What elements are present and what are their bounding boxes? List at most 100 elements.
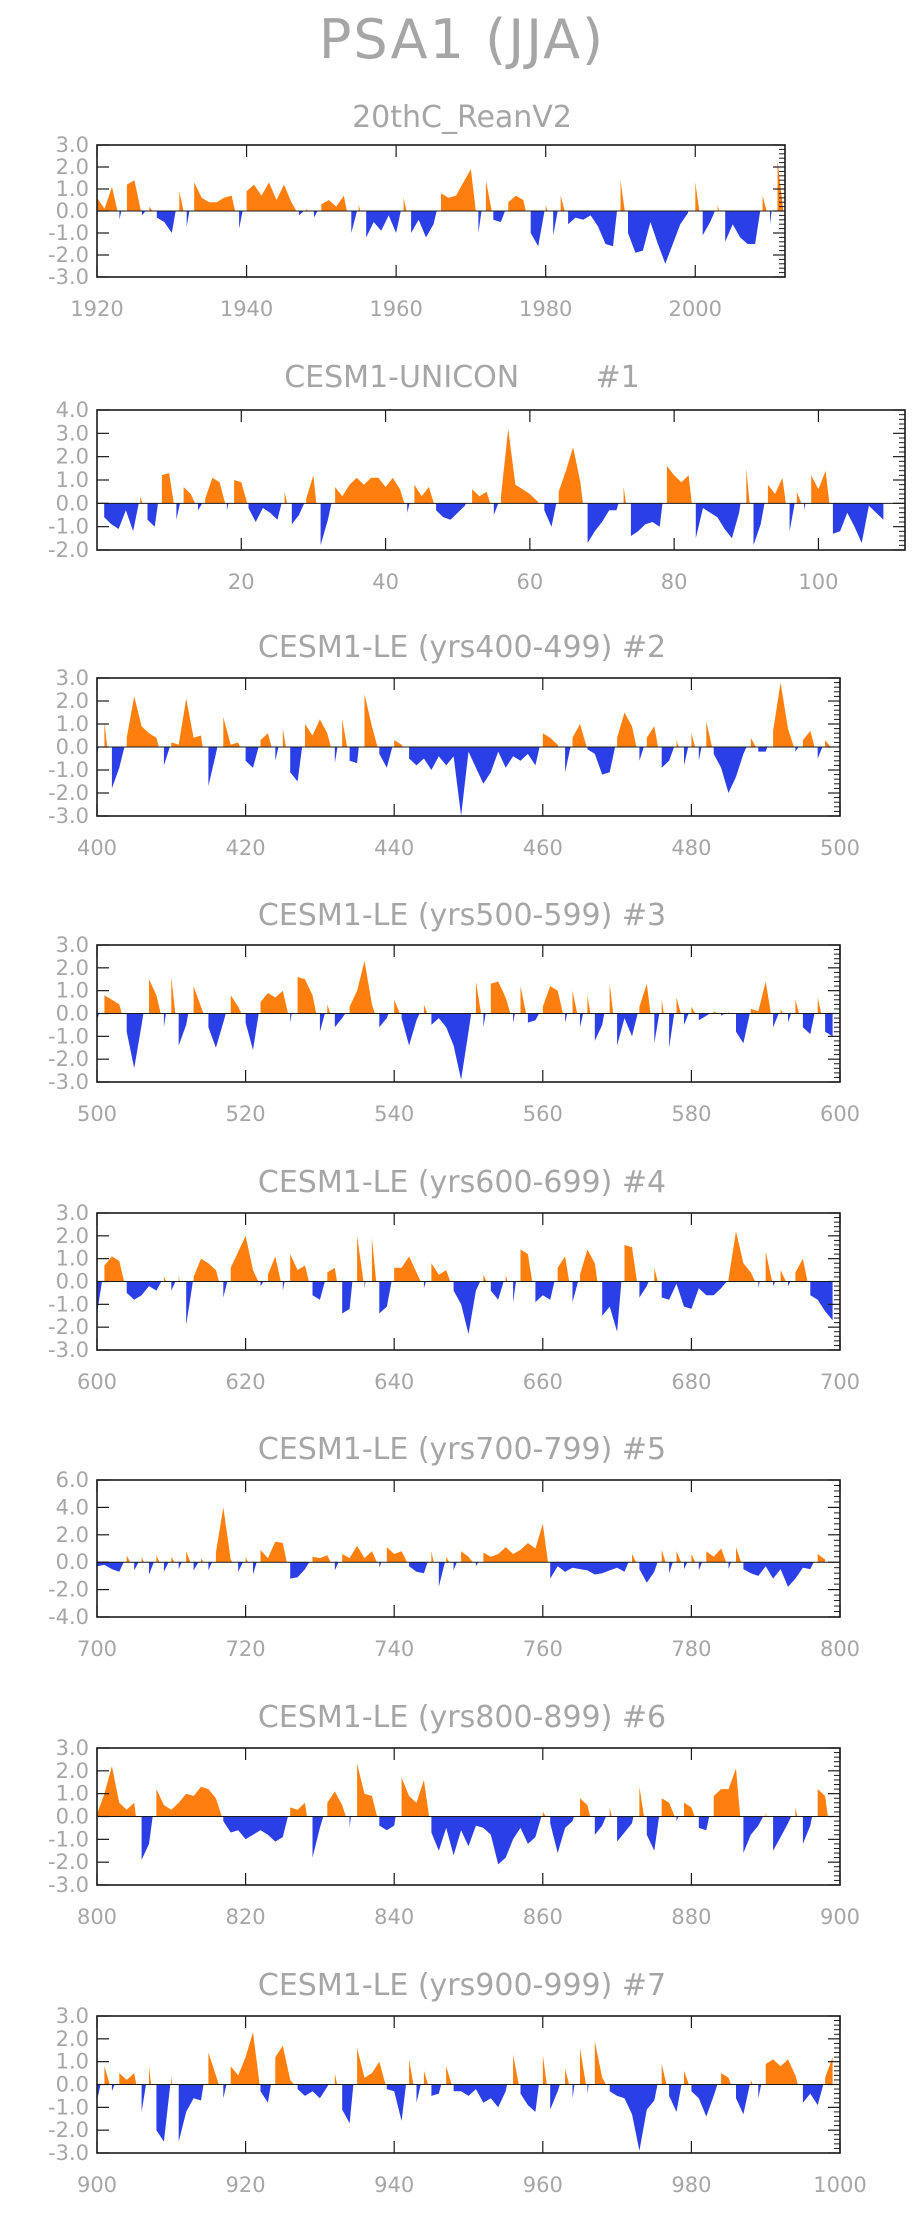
y-tick-label: -1.0	[48, 758, 89, 782]
positive-area	[661, 2064, 667, 2085]
chart-panel: CESM1-LE (yrs600-699) #4 3.0 2.0 1.0 0.0 -1.0…	[0, 1165, 924, 1410]
y-tick-label: -1.0	[48, 2095, 89, 2119]
negative-area	[411, 211, 437, 238]
y-tick-label: 1.0	[56, 979, 89, 1003]
y-tick-label: 2.0	[56, 1759, 89, 1783]
negative-area	[423, 1281, 426, 1289]
negative-area	[773, 1816, 792, 1851]
positive-area	[483, 1274, 487, 1282]
negative-area	[684, 747, 689, 766]
x-tick-label: 440	[374, 836, 414, 860]
y-tick-label: -1.0	[48, 515, 89, 539]
positive-area	[676, 1551, 682, 1563]
negative-area	[198, 503, 203, 511]
positive-area	[306, 208, 309, 211]
plot-frame	[96, 409, 906, 551]
negative-area	[178, 1562, 182, 1570]
positive-area	[728, 1231, 756, 1282]
negative-area	[163, 747, 170, 766]
y-tick-label: 6.0	[56, 1468, 89, 1492]
negative-area	[260, 1281, 264, 1287]
positive-area	[149, 2066, 152, 2085]
positive-area	[767, 477, 786, 504]
negative-area	[580, 1013, 584, 1028]
positive-area	[149, 206, 153, 211]
negative-area	[527, 1013, 540, 1023]
positive-area	[587, 995, 591, 1014]
x-tick-label: 500	[77, 1102, 117, 1126]
negative-area	[111, 2084, 115, 2092]
positive-area	[431, 1263, 451, 1282]
chart-title: CESM1-LE (yrs500-599) #3	[257, 898, 667, 933]
y-tick-label: -3.0	[48, 804, 89, 828]
positive-area	[580, 1249, 598, 1282]
y-tick-label: 2.0	[56, 956, 89, 980]
positive-area	[750, 981, 771, 1014]
negative-area	[817, 747, 823, 759]
y-tick-label: -2.0	[48, 1578, 89, 1602]
positive-area	[617, 712, 637, 747]
chart-title: 20thC_ReanV2	[352, 100, 572, 135]
y-tick-label: -2.0	[48, 2118, 89, 2142]
positive-area	[623, 487, 626, 504]
negative-area	[366, 211, 401, 238]
positive-area	[572, 990, 578, 1014]
positive-area	[520, 986, 527, 1014]
positive-area	[414, 484, 434, 504]
negative-area	[513, 1013, 515, 1023]
y-tick-label: 2.0	[56, 689, 89, 713]
positive-area	[260, 1541, 287, 1563]
positive-area	[409, 2059, 414, 2085]
negative-area	[275, 747, 279, 761]
positive-area	[446, 1556, 450, 1563]
positive-area	[260, 990, 289, 1014]
positive-area	[609, 1807, 612, 1817]
y-tick-label: 0.0	[56, 1002, 89, 1026]
positive-area	[542, 986, 563, 1014]
positive-area	[620, 180, 625, 211]
negative-area	[602, 1281, 622, 1332]
positive-area	[245, 1556, 248, 1563]
positive-area	[508, 195, 526, 211]
positive-area	[501, 428, 539, 504]
positive-area	[446, 2066, 452, 2085]
positive-area	[201, 1558, 204, 1563]
positive-area	[163, 1276, 167, 1282]
negative-area	[587, 747, 616, 775]
positive-area	[171, 1556, 175, 1563]
negative-area	[825, 1013, 833, 1037]
positive-area	[186, 1551, 191, 1563]
negative-area	[565, 747, 571, 773]
negative-area	[334, 1562, 339, 1571]
positive-area	[721, 2073, 731, 2085]
negative-area	[572, 2084, 575, 2099]
negative-area	[364, 1281, 366, 1289]
negative-area	[239, 211, 243, 229]
positive-area	[364, 694, 378, 747]
negative-area	[416, 2084, 421, 2103]
positive-area	[713, 1768, 741, 1817]
x-tick-label: 740	[374, 1637, 414, 1661]
x-tick-label: 460	[523, 836, 563, 860]
negative-area	[661, 747, 675, 768]
negative-area	[804, 503, 806, 511]
negative-area	[453, 1281, 481, 1334]
y-tick-label: 1.0	[56, 177, 89, 201]
negative-area	[743, 1562, 814, 1587]
negative-area	[728, 1562, 731, 1570]
positive-area	[193, 1258, 219, 1282]
plot-frame	[96, 1479, 841, 1618]
y-tick-label: -2.0	[48, 781, 89, 805]
negative-area	[186, 1281, 193, 1325]
negative-area	[617, 1816, 634, 1842]
negative-area	[513, 1281, 516, 1303]
positive-area	[580, 2048, 586, 2085]
x-tick-label: 980	[671, 2173, 711, 2197]
negative-area	[149, 1562, 154, 1575]
negative-area	[594, 1013, 605, 1041]
negative-area	[832, 503, 884, 543]
negative-area	[475, 1562, 479, 1567]
negative-area	[134, 1562, 139, 1571]
positive-area	[780, 1270, 786, 1282]
negative-area	[753, 503, 765, 546]
